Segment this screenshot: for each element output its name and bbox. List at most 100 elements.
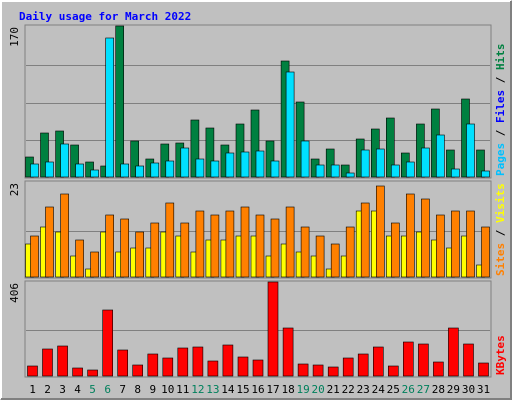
bar-visits-sites-day-15 [240,206,250,278]
bar-kbytes-kbytes-day-2 [42,348,53,377]
x-tick-label: 30 [462,383,475,396]
bar-hits-files-day-27 [421,147,430,178]
bar-kbytes-kbytes-day-30 [463,343,474,377]
bar-visits-sites-day-1 [30,235,39,278]
bar-visits-sites-day-2 [45,206,54,278]
x-tick-label: 5 [89,383,96,396]
bar-kbytes-kbytes-day-6 [102,309,113,377]
bar-hits-files-day-23 [360,149,370,178]
bar-hits-files-day-7 [120,163,129,178]
bar-visits-sites-day-17 [270,218,280,278]
panel-legend-hits: Pages / Files / Hits [494,44,507,177]
bar-hits-files-day-1 [30,163,39,178]
x-tick-label: 10 [161,383,174,396]
legend-part: Pages [494,143,507,176]
x-tick-label: 18 [281,383,294,396]
x-tick-label: 15 [236,383,249,396]
bar-hits-files-day-21 [330,164,340,178]
bar-visits-sites-day-27 [421,198,430,278]
bar-hits-files-day-25 [390,164,400,178]
bar-visits-sites-day-11 [180,222,190,278]
bar-kbytes-kbytes-day-3 [57,345,68,377]
x-tick-label: 20 [311,383,324,396]
bar-visits-sites-day-5 [90,251,99,278]
bar-kbytes-kbytes-day-10 [162,357,174,377]
bar-kbytes-kbytes-day-24 [372,346,384,377]
bar-kbytes-kbytes-day-13 [207,360,219,377]
x-tick-label: 17 [266,383,279,396]
x-tick-label: 12 [191,383,204,396]
panel-frame-hits [24,24,492,179]
x-tick-label: 4 [74,383,81,396]
bar-hits-files-day-28 [436,134,445,178]
bar-hits-hits-day-5 [85,161,94,178]
bar-hits-files-day-22 [345,172,355,178]
bar-kbytes-kbytes-day-9 [147,353,159,377]
bar-hits-files-day-31 [481,170,490,178]
x-tick-label: 26 [402,383,415,396]
bar-hits-files-day-13 [210,160,220,178]
legend-part: Hits [494,44,507,71]
bar-visits-sites-day-14 [225,210,235,278]
bar-visits-sites-day-3 [60,193,69,278]
bar-visits-sites-day-10 [165,202,175,278]
x-tick-label: 14 [221,383,235,396]
bar-visits-sites-day-7 [120,218,129,278]
x-tick-label: 24 [372,383,386,396]
bar-kbytes-kbytes-day-21 [327,366,339,377]
bar-visits-sites-day-4 [75,239,84,278]
x-tick-label: 7 [119,383,126,396]
bar-visits-sites-day-23 [360,202,370,278]
bar-visits-sites-day-25 [390,222,400,278]
bar-kbytes-kbytes-day-17 [267,281,279,377]
x-tick-label: 22 [342,383,355,396]
chart-panels: 170 Pages / Files / Hits 23 Sites / Visits 4… [8,24,507,378]
bar-hits-hits-day-16 [250,109,260,178]
chart-title: Daily usage for March 2022 [19,10,191,23]
bar-kbytes-kbytes-day-15 [237,356,249,377]
x-tick-label: 25 [387,383,400,396]
bar-hits-hits-day-15 [235,123,245,178]
x-tick-label: 6 [104,383,111,396]
x-tick-label: 3 [59,383,66,396]
x-tick-label: 28 [432,383,445,396]
bar-kbytes-kbytes-day-1 [27,365,38,377]
x-tick-label: 21 [327,383,340,396]
bar-hits-files-day-29 [451,168,460,178]
bar-kbytes-kbytes-day-16 [252,359,264,377]
x-axis-day-labels: 1 2 3 4 5 6 7 8 9 10 11 12 13 14 15 16 17 18 19 20 21 22 23 24 2… [29,383,490,396]
x-tick-label: 13 [206,383,219,396]
bar-hits-files-day-30 [466,123,475,178]
bar-kbytes-kbytes-day-8 [132,364,143,377]
bar-kbytes-kbytes-day-5 [87,369,98,377]
bar-visits-sites-day-29 [451,210,460,278]
legend-part: / [494,223,507,243]
bar-hits-files-day-11 [180,147,190,178]
bar-visits-sites-day-30 [466,210,475,278]
panel-max-label-visits: 23 [8,183,21,196]
bar-hits-hits-day-21 [325,148,335,178]
x-tick-label: 11 [176,383,189,396]
legend-part: Sites [494,243,507,276]
bar-hits-hits-day-22 [340,164,350,178]
bar-hits-files-day-10 [165,160,175,178]
bar-kbytes-kbytes-day-29 [448,327,459,377]
legend-part: KBytes [494,335,507,375]
bar-visits-sites-day-13 [210,214,220,278]
panel-max-label-hits: 170 [8,27,21,47]
legend-part: Visits [494,183,507,223]
panel-frame-kbytes [24,280,492,378]
panel-legend-kbytes: KBytes [494,335,507,375]
bar-kbytes-kbytes-day-11 [177,347,189,377]
bar-kbytes-kbytes-day-12 [192,346,204,377]
panel-kbytes: 406 KBytes [8,280,507,378]
bar-kbytes-kbytes-day-14 [222,344,234,377]
x-tick-label: 19 [296,383,309,396]
x-tick-label: 29 [447,383,460,396]
bar-visits-sites-day-31 [481,226,490,278]
bar-hits-hits-day-8 [130,140,139,178]
bar-hits-files-day-14 [225,152,235,178]
